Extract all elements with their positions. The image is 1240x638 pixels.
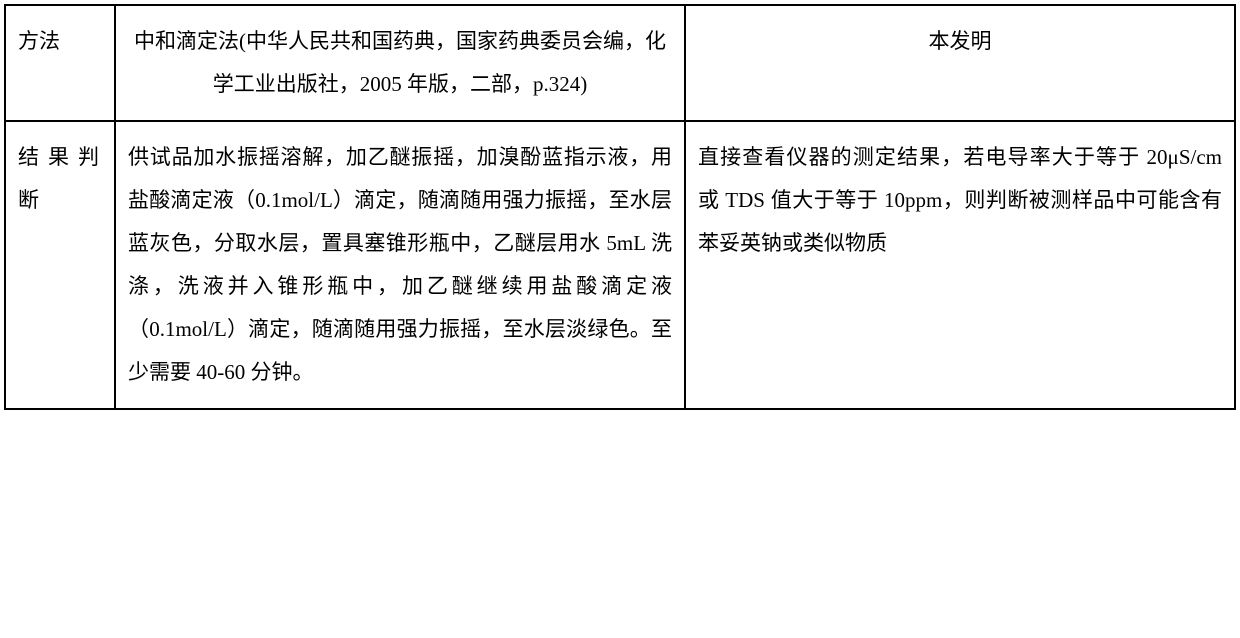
- table-row: 结果判断 供试品加水振摇溶解，加乙醚振摇，加溴酚蓝指示液，用盐酸滴定液（0.1m…: [5, 121, 1235, 409]
- method2-cell: 本发明: [685, 5, 1235, 121]
- row-label: 方法: [18, 29, 60, 53]
- row-label-cell: 方法: [5, 5, 115, 121]
- row-label: 结果判断: [18, 145, 102, 212]
- method1-text: 中和滴定法(中华人民共和国药典，国家药典委员会编，化学工业出版社，2005 年版…: [134, 29, 666, 96]
- method1-cell: 供试品加水振摇溶解，加乙醚振摇，加溴酚蓝指示液，用盐酸滴定液（0.1mol/L）…: [115, 121, 685, 409]
- table-row: 方法 中和滴定法(中华人民共和国药典，国家药典委员会编，化学工业出版社，2005…: [5, 5, 1235, 121]
- method2-text: 本发明: [929, 29, 992, 53]
- method2-text: 直接查看仪器的测定结果，若电导率大于等于 20μS/cm 或 TDS 值大于等于…: [698, 145, 1222, 255]
- method1-text: 供试品加水振摇溶解，加乙醚振摇，加溴酚蓝指示液，用盐酸滴定液（0.1mol/L）…: [128, 145, 672, 384]
- row-label-cell: 结果判断: [5, 121, 115, 409]
- comparison-table: 方法 中和滴定法(中华人民共和国药典，国家药典委员会编，化学工业出版社，2005…: [4, 4, 1236, 410]
- method1-cell: 中和滴定法(中华人民共和国药典，国家药典委员会编，化学工业出版社，2005 年版…: [115, 5, 685, 121]
- method2-cell: 直接查看仪器的测定结果，若电导率大于等于 20μS/cm 或 TDS 值大于等于…: [685, 121, 1235, 409]
